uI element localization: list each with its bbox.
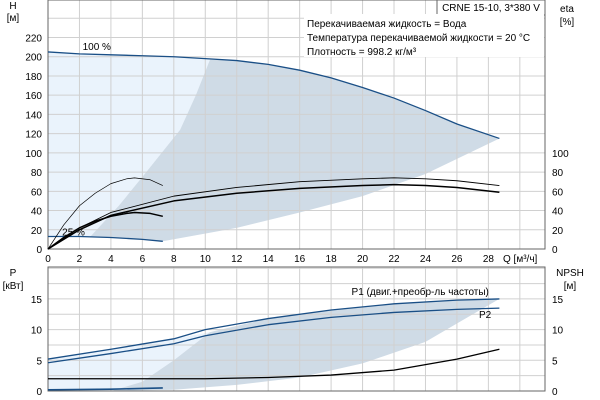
x-tick-label: 22 [388,254,400,265]
y-axis-label: H [9,1,16,12]
x-tick-label: 26 [451,254,463,265]
y2-axis-label: NPSH [556,268,584,279]
y-axis-unit: [кВт] [3,281,24,292]
operating-region-light [48,51,210,237]
y-tick-label: 15 [31,295,43,306]
x-tick-label: 28 [483,254,495,265]
y-tick-label: 120 [25,130,42,141]
curve-annotation: 100 % [83,42,111,53]
series-line-eta-25-lower [47,211,163,250]
x-tick-label: 8 [171,254,177,265]
x-tick-label: 4 [108,254,114,265]
y-tick-label: 10 [31,326,43,337]
info-line: Температура перекачиваемой жидкости = 20… [307,33,530,44]
x-axis-label: Q [м³/ч] [503,254,538,265]
y2-tick-label: 100 [552,149,569,160]
y2-tick-label: 40 [552,207,564,218]
x-tick-label: 16 [294,254,306,265]
info-line: Плотность = 998.2 кг/м³ [307,47,417,58]
y2-tick-label: 0 [552,245,558,256]
info-line: Перекачиваемая жидкость = Вода [307,19,467,30]
x-tick-label: 0 [45,254,51,265]
series-line-p1 [47,298,500,360]
x-tick-label: 24 [420,254,432,265]
x-tick-label: 2 [77,254,83,265]
y-axis-label: P [10,268,17,279]
y2-axis-unit: [м] [564,281,577,292]
y-tick-label: 220 [25,33,42,44]
y2-tick-label: 15 [552,295,564,306]
chart-title: CRNE 15-10, 3*380 V [442,3,540,14]
curve-annotation: P1 (двиг.+преобр-ль частоты) [352,286,489,298]
series-line-npsh [48,348,500,380]
y2-tick-label: 5 [552,356,558,367]
curve-annotation: P2 [479,310,492,321]
series-line-h-100- [47,51,500,140]
y-tick-label: 80 [31,168,43,179]
plot-frame [47,266,546,392]
x-tick-label: 10 [200,254,212,265]
series-line-eta-100-upper [47,177,500,250]
x-tick-label: 6 [140,254,146,265]
y-axis-unit: [м] [7,13,20,24]
y2-tick-label: 80 [552,168,564,179]
y-tick-label: 200 [25,53,42,64]
y-tick-label: 0 [36,245,42,256]
y-tick-label: 180 [25,72,42,83]
y-tick-label: 0 [36,387,42,398]
info-box [304,14,544,57]
y-tick-label: 100 [25,149,42,160]
y2-tick-label: 10 [552,326,564,337]
y2-axis-unit: [%] [560,17,575,28]
x-tick-label: 18 [326,254,338,265]
y2-axis-label: eta [560,4,574,15]
y2-tick-label: 60 [552,187,564,198]
y-tick-label: 20 [31,226,43,237]
y2-tick-label: 0 [552,387,558,398]
curve-annotation: 25 % [62,228,85,239]
y-tick-label: 40 [31,207,43,218]
plot-frame [47,0,546,250]
series-line-eta-25-upper [47,177,163,250]
x-tick-label: 12 [231,254,243,265]
y-tick-label: 160 [25,91,42,102]
y2-tick-label: 20 [552,226,564,237]
x-tick-label: 20 [357,254,369,265]
series-line-p-25- [47,387,163,391]
y-tick-label: 140 [25,110,42,121]
operating-region-light [48,332,210,391]
y-tick-label: 5 [36,356,42,367]
x-tick-label: 14 [263,254,275,265]
series-line-p2 [47,307,500,364]
y-tick-label: 60 [31,187,43,198]
operating-region-dark [90,59,500,242]
